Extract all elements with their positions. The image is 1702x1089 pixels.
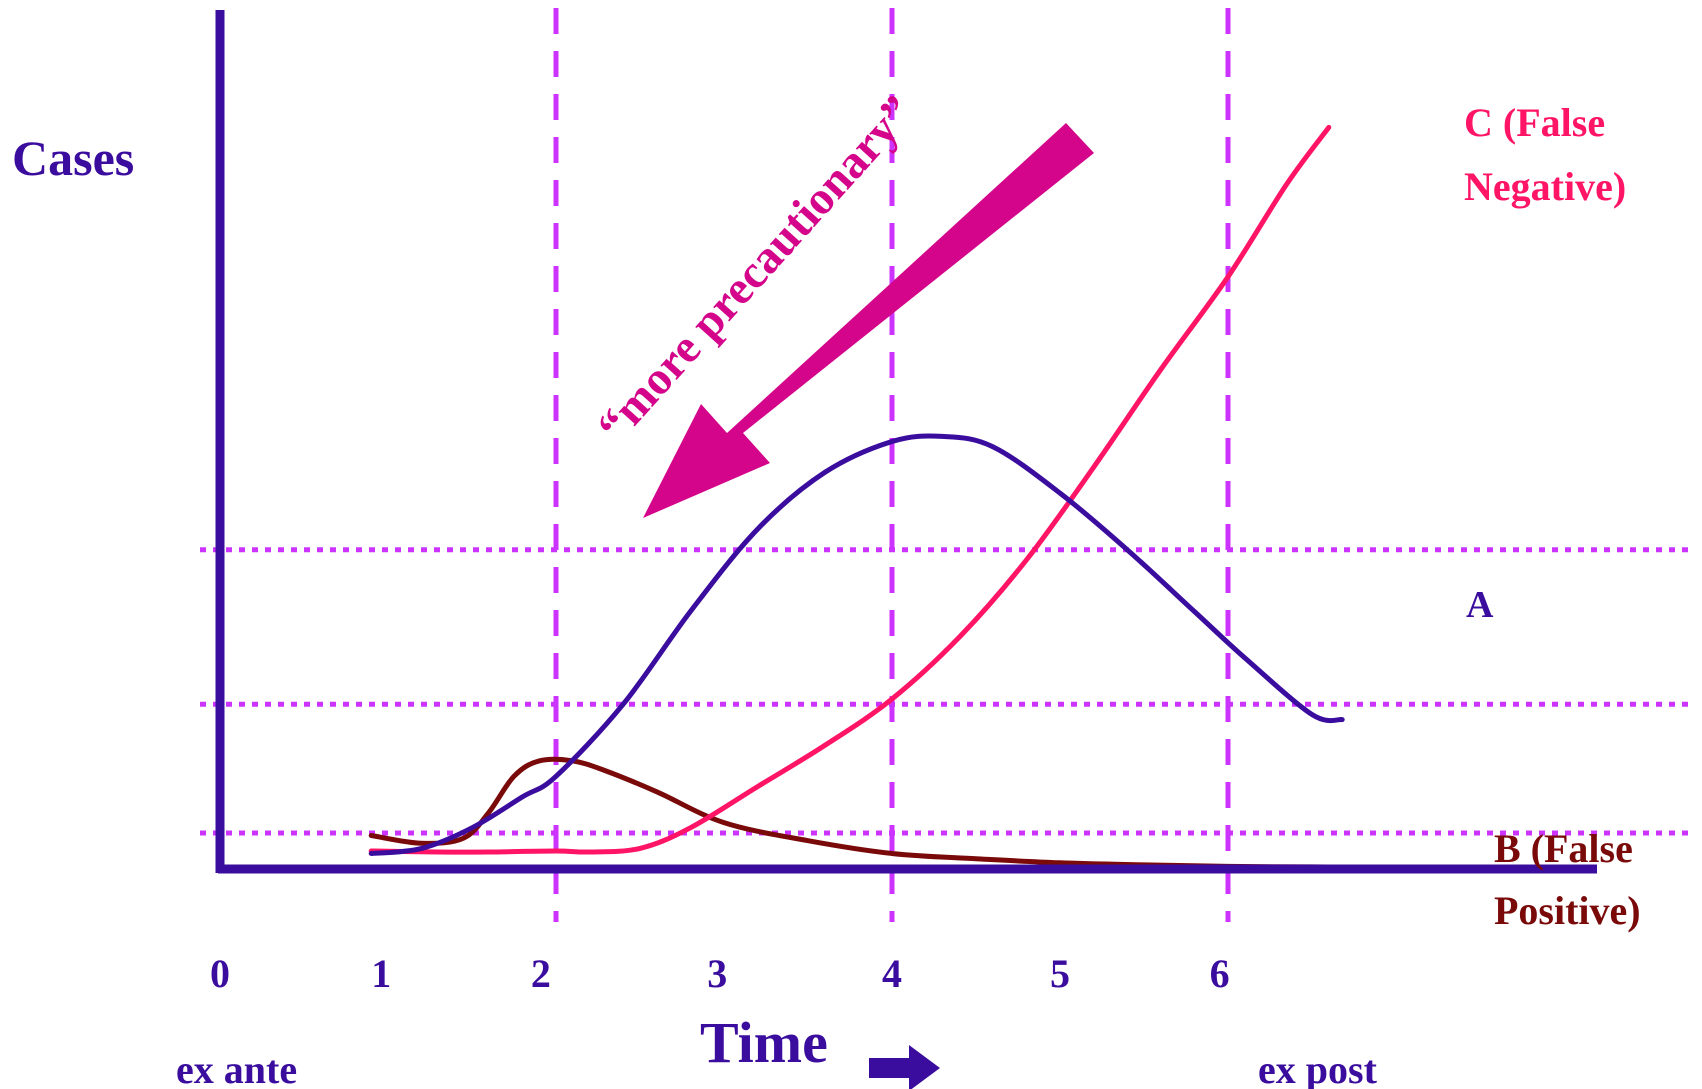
series-c-label: C (False Negative) xyxy=(1464,100,1626,209)
series-a-label: A xyxy=(1466,584,1494,626)
precautionary-arrow xyxy=(643,123,1094,518)
series-c-label-line1: C (False xyxy=(1464,100,1605,145)
series-a-line xyxy=(368,433,1345,856)
x-tick-label: 2 xyxy=(531,951,551,996)
gridlines xyxy=(200,8,1690,922)
ex-ante-label: ex ante xyxy=(176,1047,297,1089)
y-axis-label: Cases xyxy=(12,130,134,186)
x-tick-label: 6 xyxy=(1210,951,1230,996)
series-b-label: B (False Positive) xyxy=(1494,826,1643,933)
x-axis-label: Time xyxy=(700,1010,828,1075)
x-tick-label: 5 xyxy=(1050,951,1070,996)
series-c-line xyxy=(368,124,1332,855)
arrow-annotation: “more precautionary” xyxy=(588,86,925,452)
x-tick-label: 0 xyxy=(210,951,230,996)
ex-post-label: ex post xyxy=(1258,1047,1378,1089)
x-tick-label: 3 xyxy=(707,951,727,996)
x-tick-label: 4 xyxy=(882,951,902,996)
series-b-label-line2: Positive) xyxy=(1494,888,1641,933)
time-arrow-icon xyxy=(869,1045,940,1089)
series-b-label-line1: B (False xyxy=(1494,826,1633,871)
x-tick-labels: 0 1 2 3 4 5 6 xyxy=(210,951,1230,996)
x-tick-label: 1 xyxy=(371,951,391,996)
series-c-label-line2: Negative) xyxy=(1464,164,1626,209)
